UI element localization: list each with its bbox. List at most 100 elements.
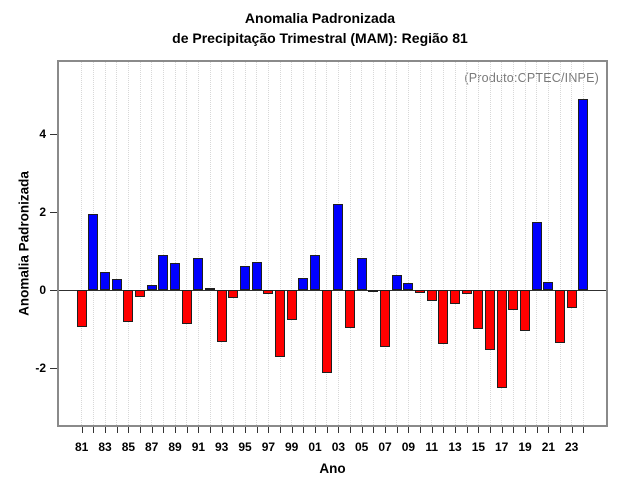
- x-tick: [291, 427, 293, 433]
- bar-1983: [100, 272, 111, 290]
- x-tick-label: 11: [425, 440, 439, 454]
- gridline: [477, 62, 479, 425]
- x-tick-label: 91: [191, 440, 206, 454]
- x-tick-label: 87: [145, 440, 159, 454]
- x-tick: [571, 427, 573, 433]
- bar-2018: [508, 290, 519, 310]
- x-tick-label: 81: [75, 440, 89, 454]
- x-tick: [175, 427, 176, 433]
- y-tick: [50, 367, 57, 369]
- bar-1986: [135, 290, 146, 297]
- y-tick-label: 4: [39, 127, 46, 141]
- y-tick-label: 2: [39, 205, 46, 219]
- bar-2017: [496, 290, 507, 388]
- x-tick-label: 07: [378, 440, 392, 454]
- x-tick-label: 13: [448, 440, 462, 454]
- bar-2009: [403, 283, 414, 290]
- bar-2023: [566, 290, 577, 308]
- x-tick: [443, 427, 445, 433]
- gridline: [442, 62, 444, 425]
- x-tick-label: 95: [238, 440, 252, 454]
- bar-2008: [391, 275, 402, 290]
- gridline: [197, 62, 199, 425]
- gridline: [314, 62, 316, 425]
- x-tick-label: 83: [98, 440, 112, 454]
- x-tick: [513, 427, 515, 433]
- product-annotation: (Produto:CPTEC/INPE): [464, 71, 599, 85]
- y-tick-label: -2: [35, 361, 46, 375]
- bar-2022: [555, 290, 566, 343]
- bar-1993: [216, 290, 227, 342]
- x-tick: [455, 427, 456, 433]
- x-tick-label: 03: [331, 440, 346, 454]
- gridline: [501, 62, 503, 425]
- bar-1982: [88, 214, 99, 290]
- bar-1998: [275, 290, 286, 357]
- bar-2005: [356, 258, 367, 290]
- gridline: [407, 62, 409, 425]
- bar-1999: [286, 290, 297, 320]
- gridline: [396, 62, 398, 425]
- x-tick: [151, 427, 153, 433]
- bar-2016: [485, 290, 496, 350]
- x-tick: [233, 427, 235, 433]
- x-tick-label: 85: [121, 440, 136, 454]
- bar-2014: [461, 290, 472, 294]
- x-tick-label: 17: [495, 440, 509, 454]
- bar-1991: [193, 258, 204, 290]
- x-tick: [93, 427, 95, 433]
- gridline: [431, 62, 433, 425]
- gridline: [162, 62, 164, 425]
- x-tick: [583, 427, 585, 433]
- x-tick: [245, 427, 246, 433]
- gridline: [361, 62, 363, 425]
- gridline: [302, 62, 304, 425]
- gridline: [349, 62, 351, 425]
- gridline: [81, 62, 83, 425]
- x-tick: [140, 427, 141, 433]
- chart-title-line1: Anomalia Padronizada: [244, 10, 396, 26]
- x-tick: [373, 427, 375, 433]
- gridline: [419, 62, 421, 425]
- x-tick: [478, 427, 480, 433]
- gridline: [104, 62, 106, 425]
- gridline: [116, 62, 118, 425]
- bar-2024: [578, 99, 589, 290]
- x-tick: [256, 427, 258, 433]
- x-axis-title: Ano: [319, 461, 346, 476]
- bar-2006: [368, 290, 379, 292]
- x-tick: [431, 427, 433, 433]
- x-tick: [536, 427, 538, 433]
- bar-2004: [345, 290, 356, 328]
- gridline: [384, 62, 386, 425]
- x-tick: [361, 427, 363, 433]
- chart-title: Anomalia Padronizada de Precipitação Tri…: [0, 8, 640, 48]
- bar-2000: [298, 278, 309, 290]
- x-tick: [396, 427, 398, 433]
- gridline: [489, 62, 491, 425]
- x-tick-label: 09: [401, 440, 416, 454]
- gridline: [559, 62, 561, 425]
- x-tick: [466, 427, 468, 433]
- gridline: [186, 62, 188, 425]
- gridline: [524, 62, 526, 425]
- x-tick-label: 89: [168, 440, 182, 454]
- gridline: [139, 62, 141, 425]
- gridline: [256, 62, 258, 425]
- bar-2013: [450, 290, 461, 304]
- x-tick: [163, 427, 165, 433]
- zero-line: [59, 289, 606, 291]
- x-tick: [221, 427, 223, 433]
- gridline: [151, 62, 153, 425]
- x-tick: [128, 427, 130, 433]
- chart-title-line2: de Precipitação Trimestral (MAM): Região…: [172, 30, 468, 46]
- gridline: [291, 62, 293, 425]
- bar-1995: [240, 266, 251, 290]
- x-tick: [186, 427, 188, 433]
- bar-2010: [415, 290, 426, 293]
- bar-2002: [321, 290, 332, 373]
- gridline: [547, 62, 549, 425]
- x-tick-label: 05: [355, 440, 369, 454]
- x-tick: [525, 427, 526, 433]
- bar-2021: [543, 282, 554, 290]
